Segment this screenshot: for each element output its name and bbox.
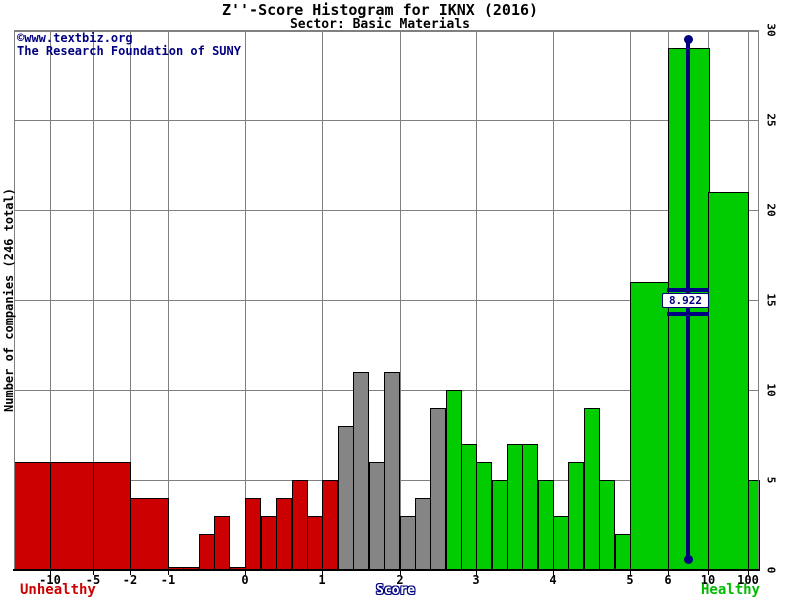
histogram-bar bbox=[400, 516, 416, 570]
v-gridline bbox=[93, 30, 94, 570]
unhealthy-label: Unhealthy bbox=[20, 582, 96, 598]
x-tick-mark bbox=[476, 571, 477, 575]
x-tick-label: -5 bbox=[85, 573, 101, 587]
histogram-bar bbox=[322, 480, 338, 570]
marker-upper-cap bbox=[667, 288, 709, 292]
v-gridline bbox=[168, 30, 169, 570]
histogram-bar bbox=[522, 444, 538, 570]
histogram-bar bbox=[538, 480, 554, 570]
y-axis-title: Number of companies (246 total) bbox=[2, 188, 16, 412]
x-tick-mark bbox=[630, 571, 631, 575]
marker-bottom-dot bbox=[683, 555, 693, 564]
v-gridline bbox=[130, 30, 131, 570]
marker-lower-cap bbox=[667, 312, 709, 316]
x-tick-mark bbox=[322, 571, 323, 575]
histogram-bar bbox=[245, 498, 261, 570]
x-tick-label: 100 bbox=[737, 573, 759, 587]
watermark-foundation: The Research Foundation of SUNY bbox=[17, 44, 241, 58]
histogram-bar bbox=[748, 480, 760, 570]
h-gridline bbox=[14, 299, 759, 301]
histogram-bar bbox=[492, 480, 508, 570]
histogram-bar bbox=[292, 480, 308, 570]
histogram-bar bbox=[50, 462, 94, 570]
y-tick-label: 0 bbox=[764, 566, 778, 574]
x-tick-label: 10 bbox=[700, 573, 716, 587]
histogram-bar bbox=[446, 390, 462, 570]
histogram-bar bbox=[415, 498, 431, 570]
y-tick-label: 20 bbox=[764, 203, 778, 217]
h-gridline bbox=[14, 119, 759, 121]
x-tick-mark bbox=[553, 571, 554, 575]
histogram-bar bbox=[14, 462, 51, 570]
x-tick-label: 2 bbox=[396, 573, 404, 587]
histogram-bar bbox=[276, 498, 292, 570]
x-tick-label: 0 bbox=[241, 573, 249, 587]
histogram-bar bbox=[568, 462, 584, 570]
watermark-url[interactable]: ©www.textbiz.org bbox=[17, 31, 133, 45]
x-tick-label: 4 bbox=[549, 573, 557, 587]
x-tick-label: -1 bbox=[160, 573, 176, 587]
h-gridline bbox=[14, 209, 759, 211]
x-tick-label: 3 bbox=[472, 573, 480, 587]
x-tick-label: 5 bbox=[626, 573, 634, 587]
x-tick-mark bbox=[668, 571, 669, 575]
histogram-bar bbox=[599, 480, 615, 570]
x-axis-line bbox=[13, 569, 760, 571]
histogram-bar bbox=[93, 462, 131, 570]
v-gridline bbox=[400, 30, 401, 570]
histogram-bar bbox=[630, 282, 669, 570]
histogram-bar bbox=[353, 372, 369, 570]
x-tick-label: 1 bbox=[318, 573, 326, 587]
v-gridline bbox=[322, 30, 323, 570]
v-gridline bbox=[476, 30, 477, 570]
y-tick-label: 5 bbox=[764, 476, 778, 484]
histogram-bar bbox=[461, 444, 477, 570]
v-gridline bbox=[245, 30, 246, 570]
histogram-bar bbox=[553, 516, 569, 570]
x-tick-mark bbox=[130, 571, 131, 575]
histogram-bar bbox=[338, 426, 354, 570]
histogram-bar bbox=[708, 192, 749, 570]
histogram-bar bbox=[507, 444, 523, 570]
histogram-bar bbox=[130, 498, 169, 570]
histogram-bar bbox=[615, 534, 631, 570]
y-tick-label: 15 bbox=[764, 293, 778, 307]
healthy-label: Healthy bbox=[700, 582, 760, 598]
marker-top-dot bbox=[683, 35, 693, 44]
histogram-bar bbox=[307, 516, 323, 570]
x-tick-mark bbox=[245, 571, 246, 575]
y-tick-label: 30 bbox=[764, 23, 778, 37]
histogram-bar bbox=[384, 372, 400, 570]
histogram-bar bbox=[199, 534, 215, 570]
x-axis-label-score: Score bbox=[376, 583, 416, 598]
x-tick-label: 6 bbox=[664, 573, 672, 587]
chart-subtitle: Sector: Basic Materials bbox=[289, 17, 470, 32]
x-tick-mark bbox=[168, 571, 169, 575]
marker-value-label: 8.922 bbox=[662, 293, 709, 308]
chart-title: Z''-Score Histogram for IKNX (2016) bbox=[221, 1, 539, 19]
histogram-bar bbox=[430, 408, 446, 570]
x-tick-mark bbox=[93, 571, 94, 575]
v-gridline bbox=[50, 30, 51, 570]
v-gridline bbox=[553, 30, 554, 570]
x-tick-mark bbox=[748, 571, 749, 575]
histogram-bar bbox=[261, 516, 277, 570]
x-tick-label: -2 bbox=[122, 573, 138, 587]
histogram-bar bbox=[476, 462, 492, 570]
y-tick-label: 25 bbox=[764, 113, 778, 127]
x-tick-mark bbox=[400, 571, 401, 575]
x-tick-mark bbox=[708, 571, 709, 575]
histogram-bar bbox=[214, 516, 230, 570]
histogram-bar bbox=[369, 462, 385, 570]
x-tick-mark bbox=[50, 571, 51, 575]
histogram-bar bbox=[584, 408, 600, 570]
x-tick-label: -10 bbox=[39, 573, 61, 587]
y-tick-label: 10 bbox=[764, 383, 778, 397]
